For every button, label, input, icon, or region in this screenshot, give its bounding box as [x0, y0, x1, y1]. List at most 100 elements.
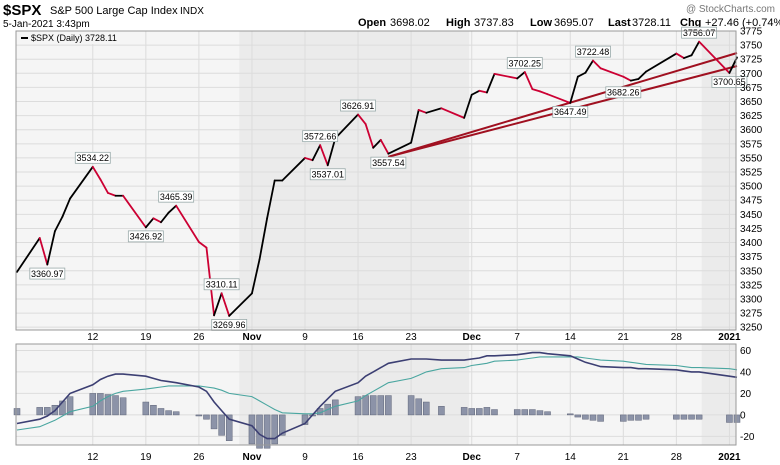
price-segment [531, 88, 541, 93]
macd-lines [16, 351, 738, 440]
price-annotation-label: 3700.65 [713, 77, 746, 87]
date-tick-label: 9 [302, 332, 308, 343]
price-y-tick-label: 3325 [740, 280, 763, 291]
date-tick-label: Dec [463, 452, 482, 463]
price-segment [107, 192, 117, 197]
price-segment [417, 109, 428, 114]
macd-histogram-bar [203, 414, 210, 420]
price-segment [523, 71, 534, 91]
date-tick-label: 28 [671, 332, 683, 343]
macd-histogram-bar [620, 414, 627, 422]
macd-histogram-bar [263, 414, 271, 449]
price-segment [326, 137, 337, 167]
date-tick-label: Dec [463, 332, 482, 343]
price-annotation-label: 3310.11 [206, 280, 238, 290]
price-annotation-label: 3626.91 [342, 101, 375, 111]
macd-histogram-bar [271, 414, 278, 445]
price-segment [637, 70, 647, 80]
macd-histogram-bar [44, 407, 51, 416]
price-y-tick-label: 3525 [740, 168, 763, 179]
price-y-tick-label: 3425 [740, 224, 763, 235]
date-tick-label: 12 [87, 452, 99, 463]
macd-y-tick-label: 0 [740, 410, 746, 421]
price-annotation-box [605, 86, 642, 99]
date-tick-label: 7 [514, 332, 520, 343]
date-tick-label: 21 [618, 452, 630, 463]
macd-histogram-bar [483, 407, 491, 416]
macd-histogram-bar [362, 395, 369, 416]
chg-value: +27.46 (+0.74%) [705, 17, 780, 29]
price-series [16, 40, 738, 317]
index-name: S&P 500 Large Cap Index [50, 5, 178, 17]
price-segment [251, 258, 261, 295]
price-annotation-box [506, 57, 543, 69]
price-segment [410, 109, 420, 144]
price-segment [281, 157, 306, 182]
macd-y-tick-label: -20 [740, 432, 755, 443]
price-y-tick-label: 3500 [740, 182, 763, 193]
macd-panel-border [15, 343, 737, 446]
price-y-tick-label: 3400 [740, 238, 763, 249]
legend-label: $SPX (Daily) 3728.11 [31, 33, 117, 43]
price-segment [698, 40, 731, 74]
price-y-tick-label: 3625 [740, 111, 763, 122]
macd-histogram-bar [529, 409, 536, 416]
price-segment [319, 144, 329, 167]
date-tick-label: 28 [671, 452, 683, 463]
price-panel-border [15, 30, 737, 331]
macd-histogram-bar [66, 396, 74, 416]
date-tick-label: 26 [193, 332, 205, 343]
price-annotation-box [127, 230, 164, 243]
price-segment [266, 179, 276, 220]
macd-shade-band [701, 344, 736, 445]
price-annotation-label: 3534.22 [77, 153, 110, 163]
price-segment [258, 217, 269, 261]
macd-y-tick-label: 20 [740, 389, 752, 400]
price-segment [470, 89, 481, 96]
macd-histogram-bar [680, 414, 688, 420]
macd-histogram-bar [589, 414, 597, 421]
price-annotation-label: 3572.66 [304, 131, 337, 141]
macd-histogram-bar [468, 408, 475, 416]
price-y-tick-label: 3750 [740, 41, 763, 52]
date-tick-label: 7 [514, 452, 520, 463]
macd-histogram-bar [104, 394, 112, 416]
macd-histogram-bar [726, 414, 733, 423]
price-segment [364, 123, 375, 149]
price-annotation-label: 3756.07 [683, 28, 716, 38]
price-segment [379, 138, 390, 155]
date-tick-label: Nov [242, 332, 261, 343]
price-segment [440, 107, 466, 119]
price-segment [357, 113, 367, 125]
price-y-tick-label: 3650 [740, 97, 763, 108]
date-tick-label: 23 [406, 332, 418, 343]
macd-histogram-bar [165, 410, 172, 416]
macd-histogram-bar [567, 413, 574, 416]
price-annotation-box [340, 99, 376, 112]
price-segment [16, 237, 41, 273]
macd-histogram-bar [142, 401, 150, 416]
legend-bg [18, 32, 130, 44]
price-y-tick-label: 3275 [740, 309, 763, 320]
price-segment [99, 178, 109, 194]
price-y-tick-label: 3725 [740, 55, 763, 66]
macd-histogram-bar [574, 414, 582, 418]
date-tick-label: 16 [352, 332, 364, 343]
date-tick-label: 12 [87, 332, 99, 343]
price-annotation-box [711, 76, 748, 88]
macd-histogram-bar [119, 397, 127, 416]
price-segment [622, 75, 632, 82]
price-annotation-box [370, 156, 407, 169]
price-segment [478, 89, 488, 94]
macd-histogram-bar [36, 407, 43, 416]
price-segment [463, 93, 473, 119]
trendline [388, 52, 738, 158]
macd-histogram-bar [695, 414, 703, 420]
macd-y-axis: -20 0 20 40 60 [740, 346, 755, 443]
price-y-tick-label: 3675 [740, 83, 763, 94]
price-segment [645, 52, 678, 73]
price-segment [38, 237, 49, 266]
date-tick-label: 14 [565, 332, 577, 343]
price-annotation-label: 3682.26 [607, 88, 640, 98]
price-segment [220, 292, 231, 317]
